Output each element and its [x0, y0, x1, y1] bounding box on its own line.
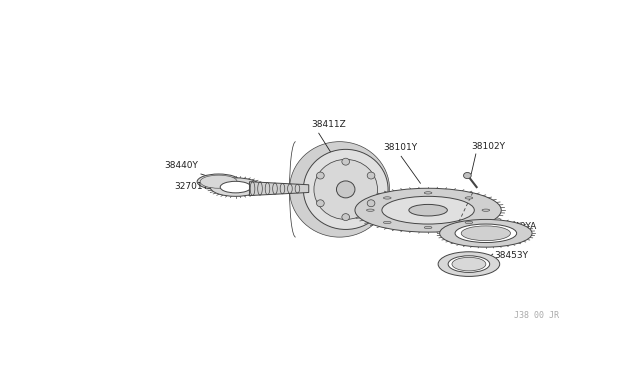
Ellipse shape: [289, 142, 390, 237]
Text: 38440YA: 38440YA: [497, 222, 537, 231]
Ellipse shape: [342, 214, 349, 221]
Ellipse shape: [409, 205, 447, 216]
Ellipse shape: [463, 173, 471, 179]
Ellipse shape: [461, 226, 511, 241]
Ellipse shape: [220, 181, 251, 193]
Ellipse shape: [337, 181, 355, 198]
Ellipse shape: [383, 221, 391, 224]
Ellipse shape: [383, 197, 391, 199]
Ellipse shape: [210, 178, 261, 196]
Ellipse shape: [452, 257, 486, 271]
Ellipse shape: [465, 221, 473, 224]
Text: 38440Y: 38440Y: [164, 161, 198, 170]
Text: J38 00 JR: J38 00 JR: [514, 311, 559, 320]
Ellipse shape: [303, 150, 388, 230]
Ellipse shape: [465, 197, 473, 199]
Ellipse shape: [317, 172, 324, 179]
Ellipse shape: [314, 159, 378, 219]
Ellipse shape: [200, 175, 237, 188]
Ellipse shape: [455, 224, 516, 243]
Ellipse shape: [424, 192, 432, 194]
Text: 32701Y: 32701Y: [174, 182, 208, 191]
Text: 38101Y: 38101Y: [383, 144, 417, 153]
Ellipse shape: [367, 172, 375, 179]
Ellipse shape: [448, 256, 490, 272]
Ellipse shape: [440, 219, 532, 247]
Text: 38102Y: 38102Y: [471, 142, 505, 151]
Text: 38453Y: 38453Y: [494, 251, 529, 260]
Ellipse shape: [367, 200, 375, 207]
Ellipse shape: [438, 252, 500, 276]
Ellipse shape: [197, 174, 240, 189]
Ellipse shape: [317, 200, 324, 207]
Ellipse shape: [424, 226, 432, 229]
Ellipse shape: [382, 196, 474, 224]
Polygon shape: [250, 182, 308, 196]
Ellipse shape: [205, 177, 232, 186]
Text: 38411Z: 38411Z: [311, 120, 346, 129]
Ellipse shape: [367, 209, 374, 211]
Ellipse shape: [342, 158, 349, 165]
Ellipse shape: [355, 188, 501, 232]
Ellipse shape: [482, 209, 490, 211]
